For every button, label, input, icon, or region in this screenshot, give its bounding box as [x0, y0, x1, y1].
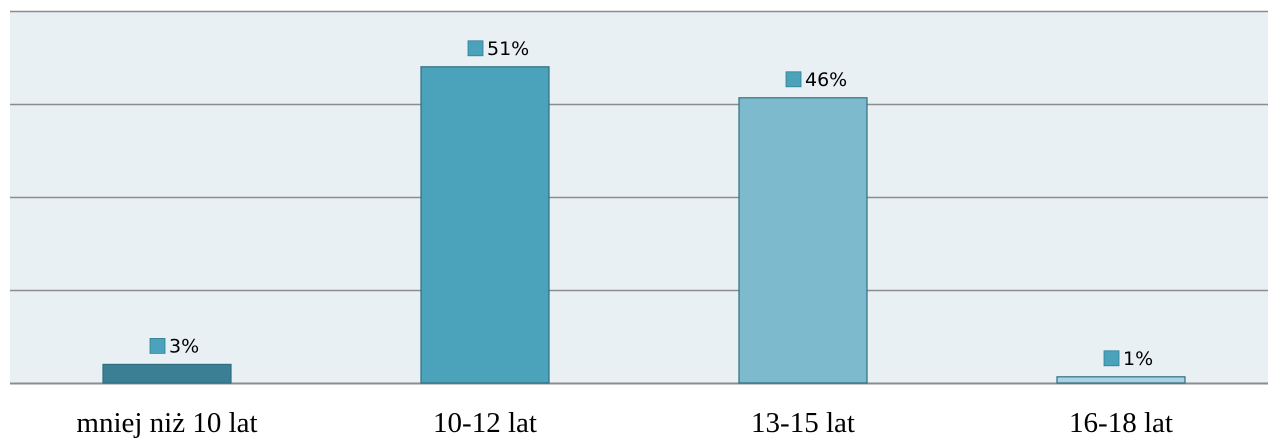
data-label-text: 51% [487, 38, 529, 60]
bar-3 [738, 97, 868, 384]
category-labels: mniej niż 10 lat 10-12 lat 13-15 lat 16-18 … [76, 407, 1173, 439]
data-label-1: 3% [149, 335, 199, 357]
data-label-3: 46% [785, 69, 847, 91]
label-marker-icon [149, 337, 166, 354]
data-labels: 3% 51% 46% 1% [149, 38, 1153, 370]
category-label-1: mniej niż 10 lat [76, 407, 257, 439]
data-label-text: 3% [169, 335, 199, 357]
data-label-2: 51% [467, 38, 529, 60]
label-marker-icon [467, 40, 484, 57]
bar-2 [420, 66, 550, 384]
data-label-4: 1% [1103, 348, 1153, 370]
bar-1 [102, 363, 232, 384]
data-label-text: 1% [1123, 348, 1153, 370]
category-label-2: 10-12 lat [433, 407, 537, 439]
category-label-4: 16-18 lat [1069, 407, 1173, 439]
category-label-3: 13-15 lat [751, 407, 855, 439]
data-label-text: 46% [805, 69, 847, 91]
bars [102, 66, 1186, 384]
label-marker-icon [1103, 350, 1120, 367]
label-marker-icon [785, 71, 802, 88]
bar-4 [1056, 376, 1186, 384]
